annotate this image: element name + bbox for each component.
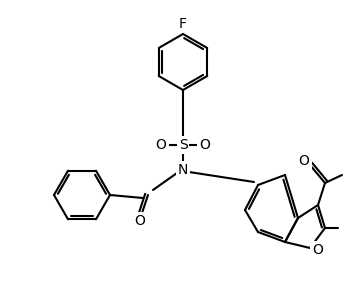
Text: S: S bbox=[178, 138, 187, 152]
Text: N: N bbox=[178, 163, 188, 177]
Text: O: O bbox=[156, 138, 166, 152]
Text: O: O bbox=[200, 138, 210, 152]
Text: O: O bbox=[298, 154, 309, 168]
Text: O: O bbox=[134, 214, 145, 228]
Text: F: F bbox=[179, 17, 187, 31]
Text: O: O bbox=[313, 243, 323, 257]
